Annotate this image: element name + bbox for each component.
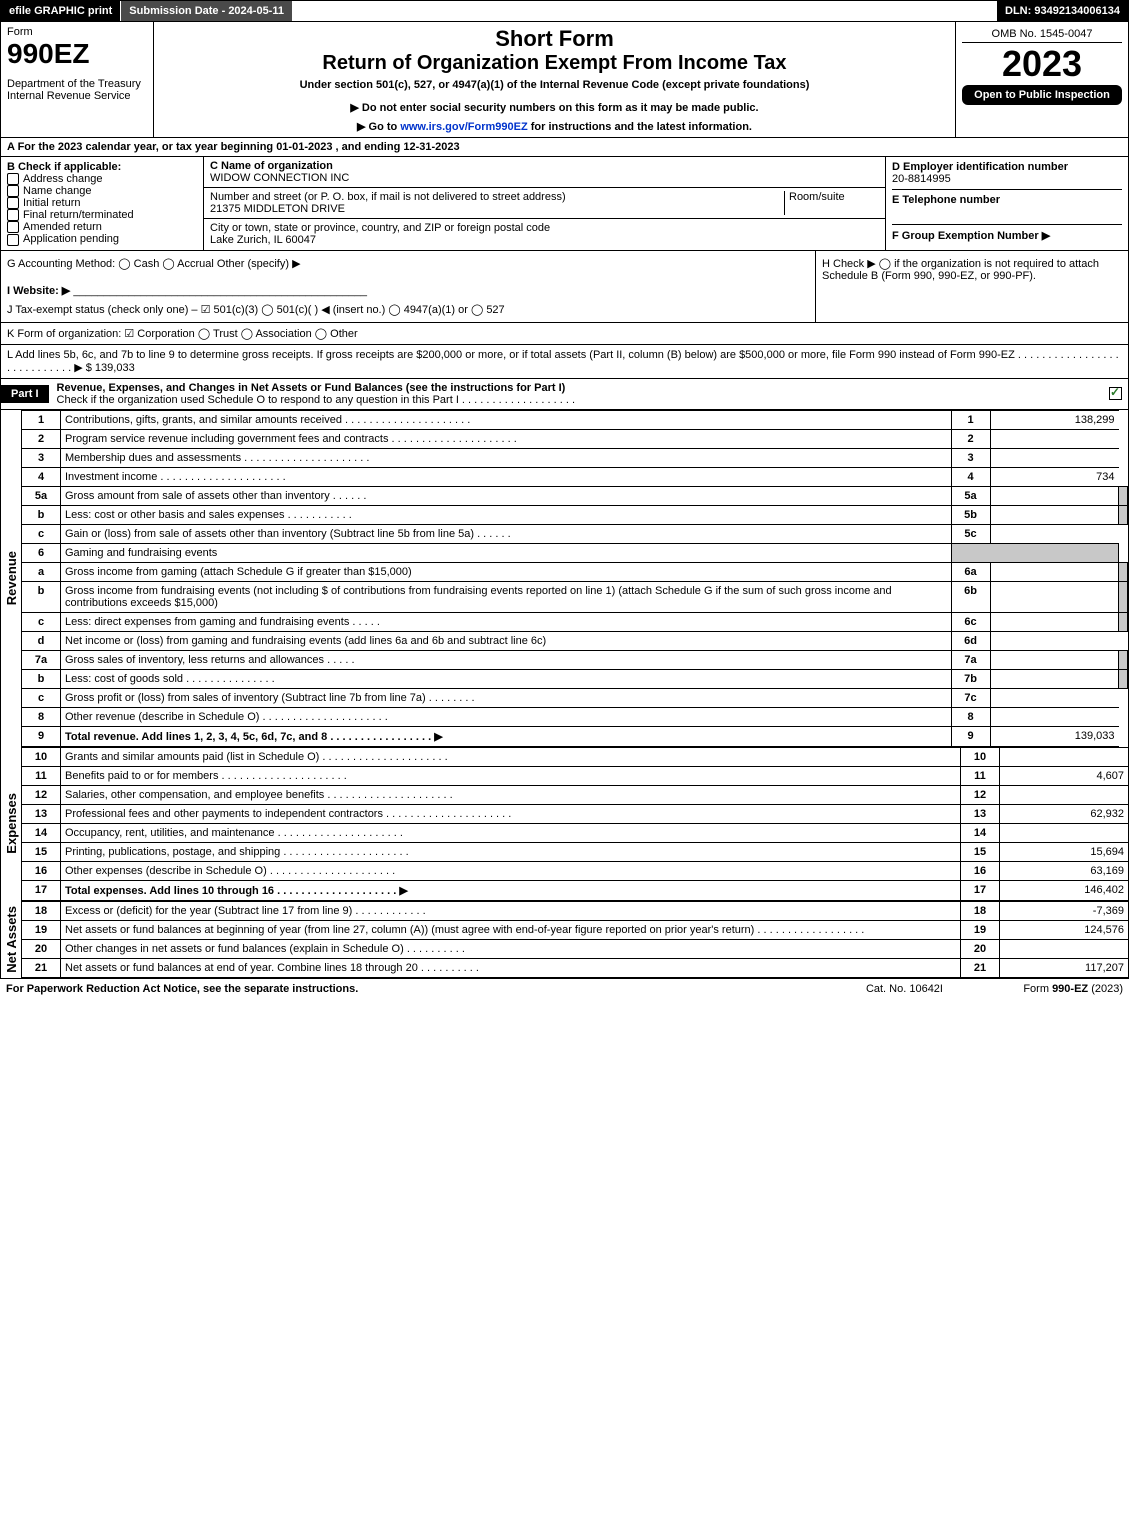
- checkbox-amended[interactable]: [7, 221, 19, 233]
- dln-label: DLN: 93492134006134: [997, 1, 1128, 21]
- b-item: Final return/terminated: [23, 209, 134, 221]
- footer-form: Form 990-EZ (2023): [943, 983, 1123, 995]
- short-form-title: Short Form: [160, 26, 949, 52]
- footer-left: For Paperwork Reduction Act Notice, see …: [6, 983, 866, 995]
- omb-number: OMB No. 1545-0047: [962, 26, 1122, 43]
- header-right: OMB No. 1545-0047 2023 Open to Public In…: [956, 22, 1128, 137]
- line-g: G Accounting Method: ◯ Cash ◯ Accrual Ot…: [7, 257, 809, 270]
- note-url: ▶ Go to www.irs.gov/Form990EZ for instru…: [160, 120, 949, 133]
- expenses-vlabel: Expenses: [1, 747, 22, 901]
- line-k: K Form of organization: ☑ Corporation ◯ …: [0, 323, 1129, 345]
- header-mid: Short Form Return of Organization Exempt…: [154, 22, 956, 137]
- part1-title: Revenue, Expenses, and Changes in Net As…: [57, 382, 566, 394]
- footer-cat: Cat. No. 10642I: [866, 983, 943, 995]
- checkbox-address[interactable]: [7, 173, 19, 185]
- irs-link[interactable]: www.irs.gov/Form990EZ: [400, 121, 527, 133]
- line-l: L Add lines 5b, 6c, and 7b to line 9 to …: [0, 345, 1129, 379]
- org-city: Lake Zurich, IL 60047: [210, 234, 316, 246]
- b-item: Amended return: [23, 221, 102, 233]
- room-suite-label: Room/suite: [784, 191, 879, 215]
- checkbox-final[interactable]: [7, 209, 19, 221]
- dept-label: Department of the Treasury Internal Reve…: [7, 78, 147, 102]
- spacer: [293, 1, 997, 21]
- c-street-label: Number and street (or P. O. box, if mail…: [210, 191, 566, 203]
- open-public-badge: Open to Public Inspection: [962, 85, 1122, 105]
- d-label: D Employer identification number: [892, 161, 1122, 173]
- header-left: Form 990EZ Department of the Treasury In…: [1, 22, 154, 137]
- submission-date-button[interactable]: Submission Date - 2024-05-11: [121, 1, 293, 21]
- col-d-e-f: D Employer identification number 20-8814…: [886, 157, 1128, 250]
- g-i-j-block: G Accounting Method: ◯ Cash ◯ Accrual Ot…: [1, 251, 815, 322]
- b-label: B Check if applicable:: [7, 161, 197, 173]
- checkbox-initial[interactable]: [7, 197, 19, 209]
- schedule-o-checkbox[interactable]: [1109, 387, 1122, 400]
- e-label: E Telephone number: [892, 189, 1122, 206]
- c-city-label: City or town, state or province, country…: [210, 222, 550, 234]
- org-street: 21375 MIDDLETON DRIVE: [210, 203, 345, 215]
- ein-value: 20-8814995: [892, 173, 1122, 185]
- checkbox-pending[interactable]: [7, 234, 19, 246]
- b-item: Initial return: [23, 197, 80, 209]
- org-name: WIDOW CONNECTION INC: [210, 172, 349, 184]
- b-item: Address change: [23, 173, 103, 185]
- revenue-table: 1Contributions, gifts, grants, and simil…: [22, 410, 1128, 747]
- efile-print-button[interactable]: efile GRAPHIC print: [1, 1, 121, 21]
- line-a: A For the 2023 calendar year, or tax yea…: [1, 138, 1128, 157]
- b-item: Name change: [23, 185, 92, 197]
- line-i: I Website: ▶ ___________________________…: [7, 284, 809, 297]
- revenue-vlabel: Revenue: [1, 410, 22, 747]
- footer: For Paperwork Reduction Act Notice, see …: [0, 979, 1129, 999]
- col-c: C Name of organization WIDOW CONNECTION …: [204, 157, 886, 250]
- b-item: Application pending: [23, 233, 119, 245]
- checkbox-name[interactable]: [7, 185, 19, 197]
- col-b: B Check if applicable: Address change Na…: [1, 157, 204, 250]
- form-word: Form: [7, 26, 147, 38]
- note-ssn: ▶ Do not enter social security numbers o…: [160, 101, 949, 114]
- subtitle: Under section 501(c), 527, or 4947(a)(1)…: [160, 79, 949, 91]
- netassets-table: 18Excess or (deficit) for the year (Subt…: [22, 901, 1128, 978]
- top-bar: efile GRAPHIC print Submission Date - 20…: [0, 0, 1129, 22]
- netassets-vlabel: Net Assets: [1, 901, 22, 978]
- form-number: 990EZ: [7, 38, 147, 70]
- line-j: J Tax-exempt status (check only one) – ☑…: [7, 303, 809, 316]
- part1-label: Part I: [1, 385, 49, 403]
- part1-header: Part I Revenue, Expenses, and Changes in…: [0, 379, 1129, 410]
- main-title: Return of Organization Exempt From Incom…: [160, 52, 949, 75]
- form-header: Form 990EZ Department of the Treasury In…: [0, 22, 1129, 138]
- c-name-label: C Name of organization: [210, 160, 333, 172]
- tax-year: 2023: [962, 43, 1122, 85]
- part1-checknote: Check if the organization used Schedule …: [57, 394, 459, 406]
- f-label: F Group Exemption Number ▶: [892, 224, 1122, 242]
- expenses-table: 10Grants and similar amounts paid (list …: [22, 747, 1128, 901]
- line-h: H Check ▶ ◯ if the organization is not r…: [815, 251, 1128, 322]
- section-b-to-f: B Check if applicable: Address change Na…: [1, 157, 1128, 250]
